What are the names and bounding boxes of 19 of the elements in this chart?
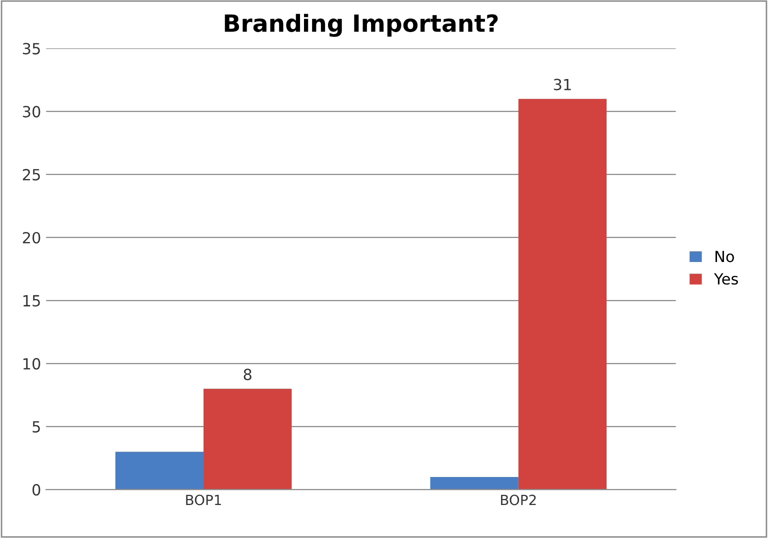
- data-label: 8: [244, 368, 252, 380]
- chart-title: Branding Important?: [224, 14, 498, 37]
- bar: [430, 476, 518, 490]
- bar: [518, 98, 607, 490]
- y-tick-label: 5: [32, 421, 40, 433]
- x-tick-label: BOP2: [501, 494, 536, 506]
- y-tick-label: 10: [23, 358, 40, 370]
- bar: [115, 452, 204, 490]
- y-tick-label: 20: [22, 232, 40, 244]
- y-tick-label: 15: [23, 295, 40, 307]
- x-tick-label: BOP1: [186, 494, 221, 506]
- y-tick-label: 30: [22, 106, 40, 118]
- y-tick-label: 0: [32, 484, 40, 496]
- y-tick-label: 35: [22, 42, 40, 54]
- legend-label: No: [716, 250, 734, 262]
- legend-label: Yes: [714, 273, 738, 285]
- bar: [204, 388, 292, 490]
- data-label: 31: [554, 78, 571, 90]
- y-tick-label: 25: [22, 168, 40, 180]
